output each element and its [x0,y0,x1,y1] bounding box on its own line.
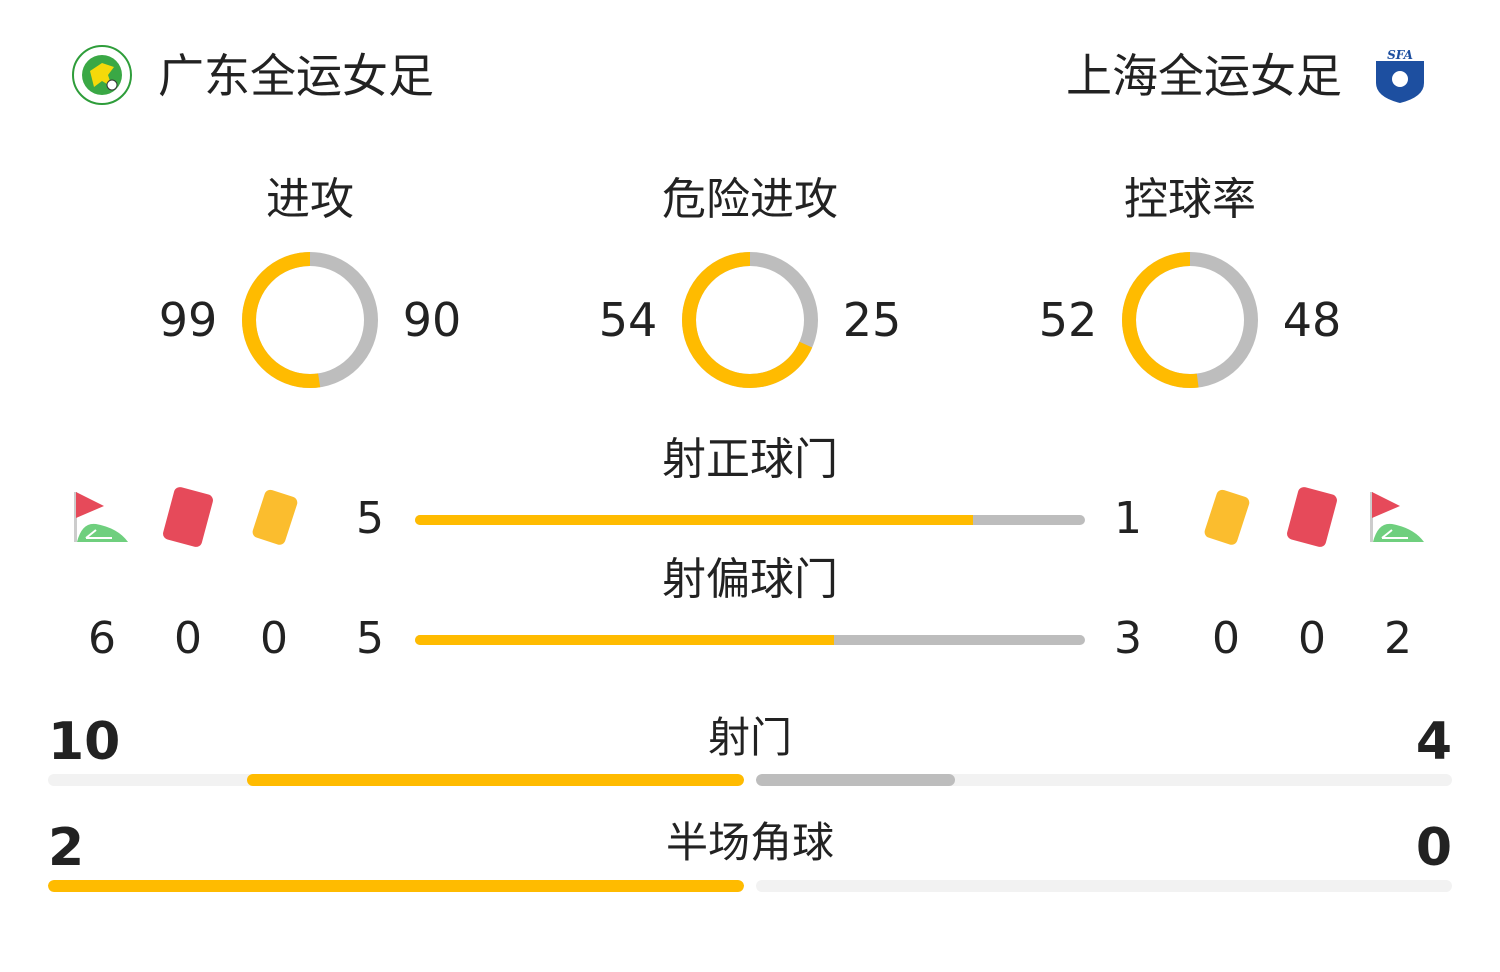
shots-on-target-home-fill [415,515,974,525]
away-corners: 2 [1384,613,1412,664]
away-yellow-cards: 0 [1212,613,1240,664]
away-shots-track [756,774,1452,786]
away-possession: 48 [1282,293,1342,347]
home-team-name: 广东全运女足 [158,49,434,103]
home-half-corners-track [48,880,744,892]
away-dangerous-attacks: 25 [842,293,902,347]
away-shots: 4 [1415,712,1452,772]
away-red-cards: 0 [1298,613,1326,664]
dangerous-attacks-donut [682,252,818,388]
attacks-donut [242,252,378,388]
shots-off-target-home-fill [415,635,834,645]
home-half-corners-fill [48,880,744,892]
possession-title: 控球率 [1124,174,1256,225]
home-yellow-cards: 0 [260,613,288,664]
away-shots-off-target: 3 [1114,613,1142,664]
corner-flag-icon [1370,492,1424,542]
red-card-icon [1287,487,1337,547]
home-shots: 10 [48,712,121,772]
attacks-title: 进攻 [266,174,354,225]
away-half-corners-track [756,880,1452,892]
home-arc [682,252,818,388]
away-attacks: 90 [402,293,462,347]
away-team-name: 上海全运女足 [1066,49,1342,103]
shots-on-target-bar [415,515,1085,525]
home-team-logo [72,45,132,105]
shots-off-target-bar [415,635,1085,645]
away-half-corners: 0 [1415,818,1452,878]
red-card-icon [163,487,213,547]
away-shots-fill [756,774,955,786]
home-shots-fill [246,774,744,786]
possession-donut [1122,252,1258,388]
away-shots-on-target: 1 [1114,493,1142,544]
shots-title: 射门 [707,713,792,762]
yellow-card-icon [252,489,298,545]
half-corners-title: 半场角球 [665,818,834,867]
shots-on-target-title: 射正球门 [662,434,838,485]
home-shots-off-target: 5 [356,613,384,664]
home-arc [242,252,378,388]
home-red-cards: 0 [174,613,202,664]
away-logo-text: SFA [1387,48,1413,62]
home-shots-on-target: 5 [356,493,384,544]
shots-off-target-title: 射偏球门 [662,554,838,605]
away-team-logo: SFA [1376,48,1424,103]
home-attacks: 99 [158,293,218,347]
yellow-card-icon [1204,489,1250,545]
corner-flag-icon [74,492,128,542]
home-half-corners: 2 [48,818,85,878]
home-corners: 6 [88,613,116,664]
home-dangerous-attacks: 54 [598,293,658,347]
home-possession: 52 [1038,293,1098,347]
home-shots-track [48,774,744,786]
dangerous-attacks-title: 危险进攻 [662,174,838,225]
home-arc [1122,252,1258,388]
